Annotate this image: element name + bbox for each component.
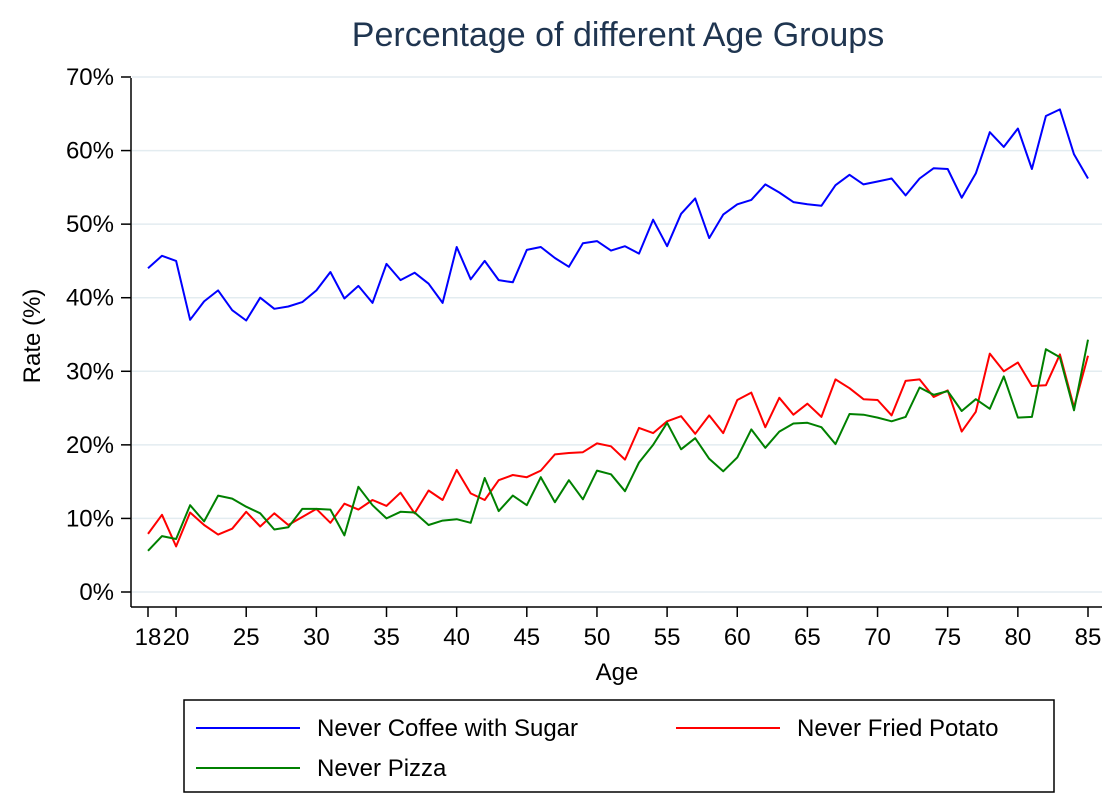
gridlines [132, 76, 1102, 593]
chart-title: Percentage of different Age Groups [352, 16, 884, 54]
legend: Never Coffee with Sugar Never Fried Potat… [183, 699, 1055, 793]
series-line-never-pizza [147, 339, 1089, 552]
x-tick-label: 60 [724, 624, 751, 651]
x-tick-label: 45 [513, 624, 540, 651]
x-tick-label: 65 [794, 624, 821, 651]
legend-box [183, 699, 1055, 793]
x-tick-label: 50 [584, 624, 611, 651]
y-tick-label: 10% [66, 505, 114, 532]
x-tick-label: 40 [443, 624, 470, 651]
x-tick-label: 80 [1004, 624, 1031, 651]
y-tick-label: 50% [66, 211, 114, 238]
x-tick-label: 20 [163, 624, 190, 651]
y-axis-title: Rate (%) [19, 289, 46, 384]
x-axis-title: Age [596, 659, 639, 686]
y-axis-ticks: 0% 10% 20% 30% 40% 50% 60% 70% [66, 64, 131, 606]
y-tick-label: 40% [66, 285, 114, 312]
x-tick-label: 55 [654, 624, 681, 651]
y-tick-label: 0% [79, 579, 114, 606]
x-tick-label: 85 [1075, 624, 1102, 651]
y-tick-label: 30% [66, 358, 114, 385]
series-line-never-fried-potato [147, 352, 1089, 548]
y-tick-label: 60% [66, 138, 114, 165]
series-line-never-coffee-with-sugar [147, 108, 1089, 322]
x-tick-label: 35 [373, 624, 400, 651]
x-tick-label: 25 [233, 624, 260, 651]
y-tick-label: 20% [66, 432, 114, 459]
y-tick-label: 70% [66, 64, 114, 91]
x-tick-label: 18 [135, 624, 162, 651]
legend-label-never-coffee-with-sugar: Never Coffee with Sugar [317, 715, 578, 742]
x-tick-label: 75 [934, 624, 961, 651]
series-lines [147, 108, 1089, 552]
x-tick-label: 30 [303, 624, 330, 651]
x-tick-label: 70 [864, 624, 891, 651]
legend-label-never-fried-potato: Never Fried Potato [797, 715, 998, 742]
legend-label-never-pizza: Never Pizza [317, 755, 447, 782]
x-axis-ticks: 18 20 25 30 35 40 45 50 55 60 65 70 75 80 85 [135, 607, 1102, 651]
